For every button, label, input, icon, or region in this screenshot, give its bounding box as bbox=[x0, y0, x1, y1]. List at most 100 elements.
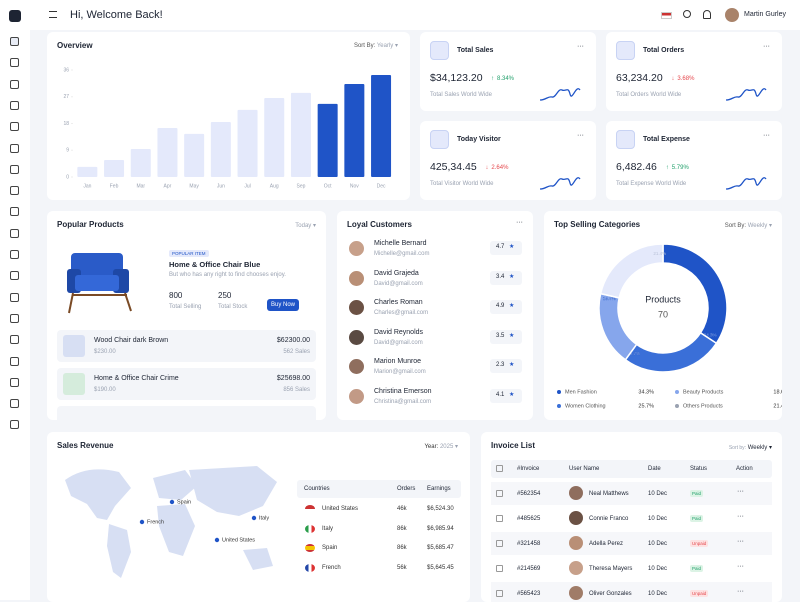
more[interactable]: ··· bbox=[763, 43, 770, 50]
flag[interactable] bbox=[661, 12, 672, 19]
user-name[interactable]: Martin Gurley bbox=[744, 11, 787, 18]
nav-icon[interactable] bbox=[10, 335, 19, 345]
checkbox[interactable] bbox=[496, 590, 503, 597]
nav-icon[interactable] bbox=[10, 207, 19, 217]
sort[interactable]: Sort By: Weekly ▾ bbox=[724, 223, 772, 229]
star: ★ bbox=[509, 303, 515, 309]
customer-email: Charles@gmail.com bbox=[374, 310, 429, 316]
nav-icon[interactable] bbox=[10, 186, 19, 196]
sort-label: Sort by: bbox=[728, 445, 747, 451]
stat-subtitle: Total Orders World Wide bbox=[616, 92, 682, 98]
action[interactable]: ··· bbox=[737, 488, 744, 495]
stat-change: 5.79% bbox=[671, 165, 689, 171]
buy-button[interactable]: Buy Now bbox=[267, 299, 300, 311]
avatar[interactable] bbox=[725, 8, 739, 22]
nav-icon[interactable] bbox=[10, 313, 19, 323]
nav-icon[interactable] bbox=[10, 58, 19, 68]
nav-icon[interactable] bbox=[10, 79, 19, 89]
sort[interactable]: Sort by: Weekly ▾ bbox=[728, 445, 772, 451]
more[interactable]: ··· bbox=[763, 132, 770, 139]
menu-button[interactable] bbox=[49, 11, 57, 18]
sort[interactable]: Sort By: Yearly ▾ bbox=[353, 43, 398, 49]
table-cell: $5,685.47 bbox=[427, 545, 454, 551]
nav-icon[interactable] bbox=[10, 356, 19, 366]
stat-change: 3.68% bbox=[677, 76, 695, 82]
stat-title: Total Sales bbox=[457, 47, 494, 54]
map-marker bbox=[251, 515, 257, 521]
search[interactable] bbox=[683, 10, 691, 18]
country-flag bbox=[305, 544, 315, 552]
table-header bbox=[491, 460, 772, 478]
x-tick-label: Oct bbox=[324, 183, 332, 189]
bar-chart: 0 9 18 27 36 Jan Feb Mar Apr May Jun Jul Aug Sep Oct No… bbox=[63, 67, 392, 189]
nav-icon[interactable] bbox=[10, 250, 19, 259]
star: ★ bbox=[509, 244, 515, 250]
item-sales: 562 Sales bbox=[283, 349, 310, 355]
center-label: Products bbox=[645, 294, 681, 304]
table-cell: 86k bbox=[397, 525, 407, 532]
action[interactable]: ··· bbox=[737, 538, 744, 545]
checkbox[interactable] bbox=[496, 540, 503, 547]
bar bbox=[344, 83, 365, 177]
nav-icon[interactable] bbox=[10, 377, 19, 387]
product-thumb bbox=[63, 335, 85, 357]
nav-icon[interactable] bbox=[10, 143, 19, 153]
more[interactable]: ··· bbox=[577, 132, 584, 139]
bar bbox=[264, 97, 285, 177]
sparkline bbox=[726, 177, 767, 190]
period[interactable]: Today ▾ bbox=[295, 223, 316, 229]
row-bg bbox=[491, 582, 772, 602]
user-avatar bbox=[569, 486, 583, 500]
bar bbox=[77, 166, 98, 177]
checkbox[interactable] bbox=[496, 465, 503, 472]
action[interactable]: ··· bbox=[737, 563, 744, 570]
bar bbox=[157, 127, 178, 177]
column-header: User Name bbox=[569, 466, 600, 472]
sort-label: Sort By: bbox=[353, 43, 376, 49]
legend-value: 21.4% bbox=[773, 403, 782, 409]
item-total: $25698.00 bbox=[276, 375, 310, 382]
checkbox[interactable] bbox=[496, 565, 503, 572]
nav-icon[interactable] bbox=[10, 100, 19, 110]
nav-icon[interactable] bbox=[10, 122, 19, 132]
x-tick-label: Sep bbox=[296, 183, 305, 189]
notifications[interactable] bbox=[703, 10, 711, 19]
product-row: Home & Office Chair Crime $190.00 $25698.0… bbox=[57, 368, 316, 400]
column-header: Status bbox=[690, 466, 708, 472]
nav-icon[interactable] bbox=[10, 37, 19, 46]
column-header: #Invoice bbox=[517, 466, 540, 472]
nav-icon[interactable] bbox=[10, 399, 19, 409]
checkbox[interactable] bbox=[496, 490, 503, 497]
rating: 4.7 ★ bbox=[490, 241, 522, 255]
more[interactable]: ··· bbox=[577, 43, 584, 50]
center-value: 70 bbox=[658, 309, 668, 319]
welcome-title: Hi, Welcome Back! bbox=[70, 9, 163, 21]
star: ★ bbox=[509, 273, 515, 280]
nav-icon[interactable] bbox=[10, 271, 19, 281]
x-tick-label: Dec bbox=[377, 183, 386, 189]
stat-arrow: ↓ bbox=[671, 76, 675, 82]
customer-email: Christina@gmail.com bbox=[374, 398, 432, 405]
action[interactable]: ··· bbox=[737, 513, 744, 520]
sidebar bbox=[0, 0, 30, 600]
table-cell: United States bbox=[322, 506, 359, 512]
more[interactable]: ··· bbox=[516, 219, 523, 226]
nav-icon[interactable] bbox=[10, 292, 19, 302]
customer-name: Charles Roman bbox=[374, 299, 423, 306]
product-row bbox=[57, 406, 316, 420]
sort-value: Yearly bbox=[376, 43, 394, 49]
star: ★ bbox=[509, 332, 515, 339]
action[interactable]: ··· bbox=[737, 588, 744, 595]
selling-label: Total Selling bbox=[169, 304, 202, 310]
year[interactable]: Year: 2025 ▾ bbox=[424, 444, 458, 450]
logo[interactable] bbox=[9, 10, 21, 22]
nav-icon[interactable] bbox=[10, 228, 19, 238]
stat-arrow: ↓ bbox=[485, 165, 489, 171]
nav-icon[interactable] bbox=[10, 164, 19, 174]
table-cell: $6,524.30 bbox=[427, 506, 454, 512]
item-sales: 856 Sales bbox=[283, 387, 310, 393]
customer-name: Christina Emerson bbox=[374, 387, 432, 395]
row-bg bbox=[491, 482, 772, 505]
checkbox[interactable] bbox=[496, 515, 503, 522]
nav-icon[interactable] bbox=[10, 420, 19, 430]
